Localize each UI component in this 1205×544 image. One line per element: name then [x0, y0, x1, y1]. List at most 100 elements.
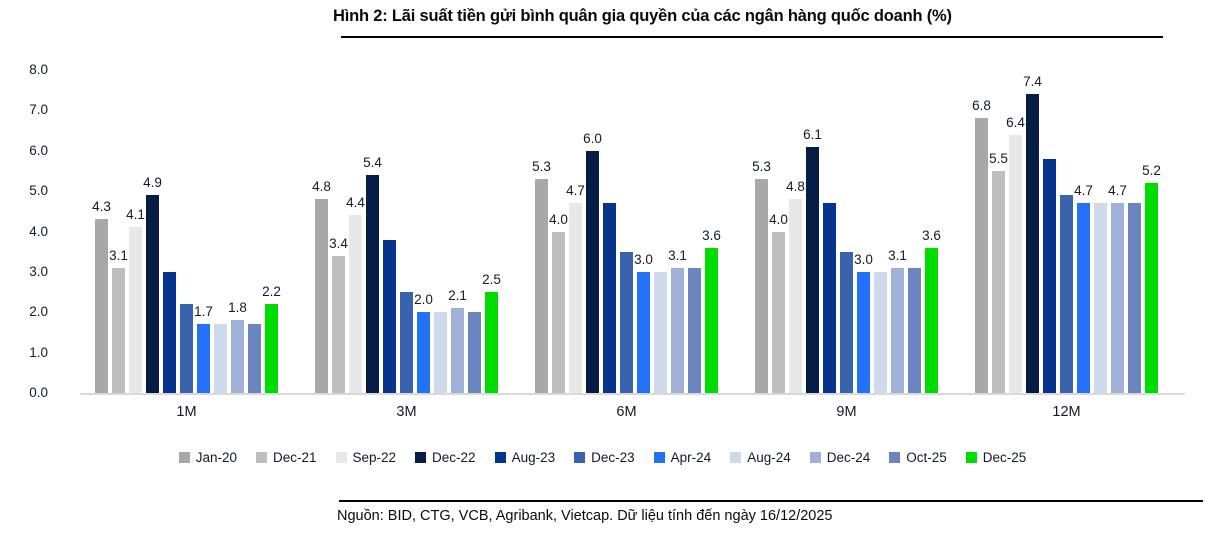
bar-group-1m: 4.3 3.1 4.1 4.9 1.7 1.8 2.2 1M [92, 60, 281, 420]
bar-sep-22-9m: 4.8 [786, 179, 805, 393]
y-axis-tick: 7.0 [29, 102, 48, 118]
x-axis-category-label: 6M [616, 404, 637, 420]
bar-dec-21-9m: 4.0 [769, 212, 788, 393]
bar-aug-23-12m [1043, 158, 1056, 393]
bar-dec-22-9m: 6.1 [803, 127, 822, 393]
y-axis-tick: 3.0 [29, 263, 48, 279]
bar-oct-25-12m [1128, 203, 1141, 393]
bar-value-label: 3.6 [922, 227, 941, 243]
source-divider [339, 500, 1203, 502]
legend-label: Dec-23 [591, 450, 635, 465]
bar-aug-23-3m [383, 239, 396, 393]
bar-value-label: 3.1 [888, 247, 907, 263]
bar-value-label: 4.4 [346, 195, 365, 211]
legend-swatch-icon [653, 452, 665, 463]
bar-value-label: 4.9 [143, 175, 162, 191]
legend-swatch-icon [574, 452, 586, 463]
bar-jan-20-1m: 4.3 [92, 199, 111, 393]
bar-sep-22-1m: 4.1 [126, 207, 145, 393]
bar-value-label: 1.7 [194, 304, 213, 320]
legend-swatch-icon [494, 452, 506, 463]
legend-swatch-icon [415, 452, 427, 463]
legend-swatch-icon [965, 452, 977, 463]
bar-value-label: 7.4 [1023, 74, 1042, 90]
bar-oct-25-6m [688, 267, 701, 393]
bar-dec-23-6m [620, 251, 633, 393]
bar-value-label: 2.2 [262, 284, 281, 300]
bar-dec-21-6m: 4.0 [549, 212, 568, 393]
legend-item-jan-20: Jan-20 [178, 450, 237, 465]
bar-jan-20-3m: 4.8 [312, 179, 331, 393]
bar-value-label: 5.3 [752, 159, 771, 175]
bar-group-3m: 4.8 3.4 4.4 5.4 2.0 2.1 2.5 3M [312, 60, 501, 420]
y-axis-tick: 5.0 [29, 183, 48, 199]
bar-dec-22-3m: 5.4 [363, 155, 382, 393]
legend-label: Jan-20 [195, 450, 237, 465]
bar-value-label: 4.3 [92, 199, 111, 215]
legend-label: Apr-24 [670, 450, 712, 465]
legend-label: Dec-25 [982, 450, 1027, 465]
bar-value-label: 2.5 [482, 272, 501, 288]
bar-sep-22-12m: 6.4 [1006, 115, 1025, 393]
plot-area: 4.3 3.1 4.1 4.9 1.7 1.8 2.2 1M 4.8 3.4 4.4 5.4 2.0 2.… [60, 60, 1185, 420]
y-axis-tick: 2.0 [29, 304, 48, 320]
bar-value-label: 3.6 [702, 227, 721, 243]
legend-label: Sep-22 [352, 450, 397, 465]
y-axis-tick: 8.0 [29, 62, 48, 77]
legend-swatch-icon [335, 452, 347, 463]
legend-item-sep-22: Sep-22 [335, 450, 397, 465]
legend-label: Dec-21 [272, 450, 317, 465]
bar-value-label: 4.8 [312, 179, 331, 195]
bar-value-label: 2.0 [414, 292, 433, 308]
bar-dec-24-9m: 3.1 [888, 248, 907, 393]
legend-item-dec-21: Dec-21 [255, 450, 317, 465]
bar-aug-23-6m [603, 203, 616, 393]
bar-value-label: 3.1 [668, 247, 687, 263]
bar-dec-24-1m: 1.8 [228, 300, 247, 393]
bar-dec-25-9m: 3.6 [922, 228, 941, 393]
legend-item-oct-25: Oct-25 [889, 450, 947, 465]
bar-dec-23-3m [400, 292, 413, 393]
bar-value-label: 4.0 [549, 211, 568, 227]
bar-dec-25-6m: 3.6 [702, 228, 721, 393]
bar-value-label: 4.7 [1108, 183, 1127, 199]
bar-dec-24-6m: 3.1 [668, 248, 687, 393]
y-axis-tick: 4.0 [29, 223, 48, 239]
bar-dec-24-12m: 4.7 [1108, 183, 1127, 393]
bar-oct-25-3m [468, 312, 481, 393]
bar-value-label: 4.1 [126, 207, 145, 223]
legend-label: Oct-25 [906, 450, 947, 465]
legend-label: Dec-22 [432, 450, 476, 465]
bar-value-label: 3.1 [109, 247, 128, 263]
y-axis-tick: 6.0 [29, 142, 48, 158]
legend-label: Aug-23 [511, 450, 556, 465]
bar-value-label: 4.7 [1074, 183, 1093, 199]
chart-title: Hình 2: Lãi suất tiền gửi bình quân gia … [333, 7, 952, 25]
bar-aug-24-6m [654, 271, 667, 393]
bar-dec-21-3m: 3.4 [329, 236, 348, 393]
bar-value-label: 3.4 [329, 235, 348, 251]
bar-dec-21-1m: 3.1 [109, 248, 128, 393]
bar-aug-24-3m [434, 312, 447, 393]
legend-item-dec-24: Dec-24 [809, 450, 870, 465]
bar-dec-23-9m [840, 251, 853, 393]
legend-item-dec-25: Dec-25 [965, 450, 1027, 465]
bar-dec-22-6m: 6.0 [583, 131, 602, 393]
x-axis-category-label: 1M [176, 404, 197, 420]
legend-label: Aug-24 [747, 450, 791, 465]
bar-oct-25-1m [248, 324, 261, 393]
bar-value-label: 3.0 [854, 251, 873, 267]
bar-value-label: 6.1 [803, 126, 822, 142]
bar-apr-24-12m: 4.7 [1074, 183, 1093, 393]
bar-value-label: 6.0 [583, 130, 602, 146]
bar-aug-23-1m [163, 271, 176, 393]
x-axis-category-label: 9M [836, 404, 857, 420]
legend-swatch-icon [730, 452, 742, 463]
x-axis-line [80, 393, 1185, 395]
bar-dec-25-3m: 2.5 [482, 272, 501, 393]
bar-dec-25-12m: 5.2 [1142, 163, 1161, 393]
legend-swatch-icon [889, 452, 901, 463]
bar-value-label: 3.0 [634, 251, 653, 267]
y-axis-tick: 1.0 [29, 344, 48, 360]
bar-value-label: 6.8 [972, 98, 991, 114]
